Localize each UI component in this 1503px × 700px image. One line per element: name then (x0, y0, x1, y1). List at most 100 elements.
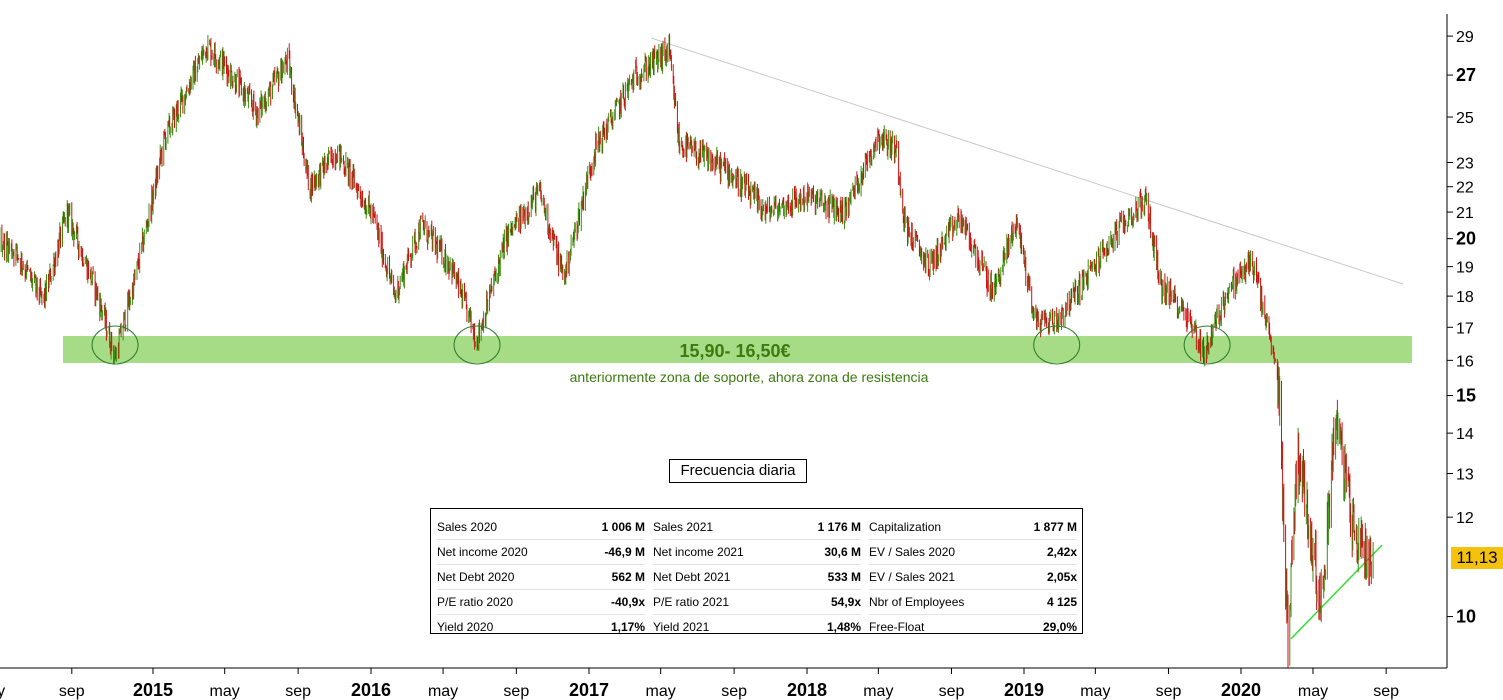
x-tick-label: may (1080, 683, 1110, 700)
support-touch-circle (453, 325, 501, 365)
stats-row: P/E ratio 2020 -40,9x (437, 590, 645, 615)
x-tick-label: sep (285, 683, 311, 700)
stats-value: 1,17% (610, 620, 645, 634)
stats-value: 1 176 M (817, 520, 861, 534)
y-axis-ticks: 10 12 13 14 15 16 17 18 19 20 21 22 23 25 27 29 (1447, 29, 1476, 627)
stats-row: Capitalization 1 877 M (869, 515, 1077, 540)
y-tick-label: 21 (1456, 205, 1474, 222)
x-tick-label: may (210, 683, 240, 700)
y-tick-label: 23 (1456, 155, 1474, 172)
support-zone-note: anteriormente zona de soporte, ahora zon… (570, 369, 929, 385)
x-tick-label: 2018 (787, 680, 827, 700)
x-tick-label: 2019 (1004, 680, 1044, 700)
x-tick-label: 2016 (351, 680, 391, 700)
stats-value: 1 877 M (1033, 520, 1077, 534)
stats-label: Yield 2021 (653, 620, 710, 634)
y-tick-label: 12 (1456, 510, 1474, 527)
support-zone-band (63, 336, 1412, 363)
stats-row: Net Debt 2021 533 M (653, 565, 861, 590)
x-tick-label: may (1298, 683, 1328, 700)
stats-label: Free-Float (869, 620, 925, 634)
stats-value: 30,6 M (824, 545, 861, 559)
y-tick-label: 27 (1456, 65, 1476, 85)
y-tick-label: 15 (1456, 386, 1476, 406)
stats-column-2020: Sales 2020 1 006 M Net income 2020 -46,9 M… (437, 515, 645, 639)
axes-group (0, 14, 1448, 669)
stats-row: Yield 2020 1,17% (437, 615, 645, 639)
stats-value: 4 125 (1046, 595, 1077, 609)
stats-row: Sales 2020 1 006 M (437, 515, 645, 540)
y-tick-label: 18 (1456, 289, 1474, 306)
x-tick-label: 2015 (133, 680, 173, 700)
y-tick-label: 13 (1456, 467, 1474, 484)
candlestick-series (0, 33, 1374, 669)
x-tick-label: sep (721, 683, 747, 700)
support-zone-label: 15,90- 16,50€ (679, 341, 790, 361)
stats-value: 29,0% (1042, 620, 1077, 634)
stats-value: 562 M (611, 570, 645, 584)
stats-value: 1 006 M (601, 520, 645, 534)
x-tick-label: 2020 (1221, 680, 1261, 700)
stats-row: Net income 2020 -46,9 M (437, 540, 645, 565)
stats-row: EV / Sales 2021 2,05x (869, 565, 1077, 590)
x-tick-label: sep (939, 683, 965, 700)
x-tick-label: may (646, 683, 676, 700)
uptrend-line (1290, 544, 1383, 640)
stats-label: P/E ratio 2020 (437, 595, 514, 609)
stats-value: -46,9 M (604, 545, 645, 559)
x-tick-label: sep (59, 683, 85, 700)
stats-table: Sales 2020 1 006 M Net income 2020 -46,9 M… (430, 508, 1083, 634)
stats-label: Sales 2020 (437, 520, 498, 534)
stats-label: Yield 2020 (437, 620, 494, 634)
frequency-label: Frecuencia diaria (669, 459, 807, 483)
x-tick-label: may (428, 683, 458, 700)
stats-value: 2,42x (1046, 545, 1077, 559)
x-tick-label: may (0, 683, 5, 700)
stats-label: Net income 2020 (437, 545, 528, 559)
stats-row: EV / Sales 2020 2,42x (869, 540, 1077, 565)
y-tick-label: 19 (1456, 260, 1474, 277)
x-axis-ticks: may sep 2015 may sep 2016 may sep 2017 may sep 2018… (0, 668, 1399, 700)
stats-column-2021: Sales 2021 1 176 M Net income 2021 30,6 M … (653, 515, 861, 639)
x-tick-label: sep (1373, 683, 1399, 700)
y-tick-label: 25 (1456, 110, 1474, 127)
y-tick-label: 14 (1456, 426, 1474, 443)
x-tick-label: sep (503, 683, 529, 700)
y-tick-label: 17 (1456, 320, 1474, 337)
stats-column-valuation: Capitalization 1 877 M EV / Sales 2020 2,4… (869, 515, 1077, 639)
support-touch-circle (1033, 325, 1081, 365)
stats-value: 54,9x (830, 595, 861, 609)
stats-label: Nbr of Employees (869, 595, 965, 609)
stats-row: Net Debt 2020 562 M (437, 565, 645, 590)
x-tick-label: 2017 (569, 680, 609, 700)
x-tick-label: sep (1156, 683, 1182, 700)
stats-value: 1,48% (826, 620, 861, 634)
stats-row: Sales 2021 1 176 M (653, 515, 861, 540)
x-tick-label: may (863, 683, 893, 700)
stats-value: 2,05x (1046, 570, 1077, 584)
stats-label: Net Debt 2020 (437, 570, 515, 584)
stats-row: Free-Float 29,0% (869, 615, 1077, 639)
stats-row: Nbr of Employees 4 125 (869, 590, 1077, 615)
support-zone-band-group (63, 336, 1412, 363)
stats-value: 533 M (827, 570, 861, 584)
y-tick-label: 20 (1456, 229, 1476, 249)
downtrend-line (650, 37, 1404, 285)
stats-label: EV / Sales 2020 (869, 545, 956, 559)
stats-row: Yield 2021 1,48% (653, 615, 861, 639)
support-touch-circles (91, 325, 1231, 365)
last-price-tag: 11,13 (1451, 547, 1503, 570)
y-tick-label: 29 (1456, 29, 1474, 46)
stats-row: Net income 2021 30,6 M (653, 540, 861, 565)
stats-label: Net income 2021 (653, 545, 744, 559)
stats-value: -40,9x (610, 595, 645, 609)
support-touch-circle (1183, 325, 1231, 365)
stats-label: EV / Sales 2021 (869, 570, 956, 584)
y-tick-label: 10 (1456, 607, 1476, 627)
stats-label: P/E ratio 2021 (653, 595, 730, 609)
stats-label: Capitalization (869, 520, 942, 534)
y-tick-label: 16 (1456, 353, 1474, 370)
y-tick-label: 22 (1456, 180, 1474, 197)
stats-row: P/E ratio 2021 54,9x (653, 590, 861, 615)
